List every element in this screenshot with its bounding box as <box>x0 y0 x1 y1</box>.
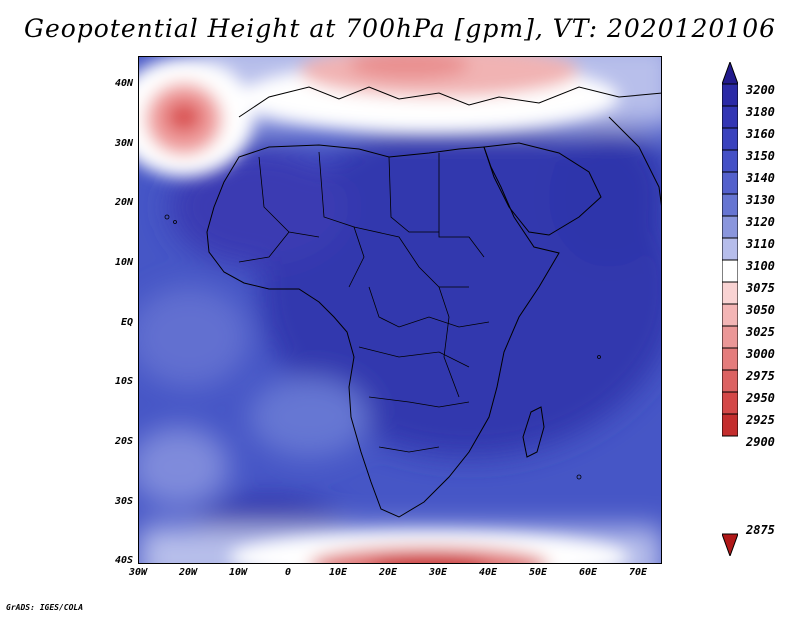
africa-coastline <box>206 144 560 518</box>
colorbar-cell <box>722 303 738 327</box>
colorbar-label: 2900 <box>746 435 775 449</box>
colorbar-cell <box>722 127 738 151</box>
colorbar-cell <box>722 347 738 371</box>
colorbar-cell <box>722 237 738 261</box>
colorbar-label: 3130 <box>746 193 775 207</box>
colorbar-label: 2925 <box>746 413 775 427</box>
colorbar-label: 3075 <box>746 281 775 295</box>
footer-credit: GrADS: IGES/COLA <box>6 603 84 612</box>
colorbar-cell <box>722 215 738 239</box>
lon-label: 20W <box>178 567 198 578</box>
colorbar-label: 3110 <box>746 237 775 251</box>
colorbar-label: 3150 <box>746 149 775 163</box>
colorbar-top-arrow <box>722 62 738 85</box>
colorbar-label: 3160 <box>746 127 775 141</box>
colorbar-label: 3200 <box>746 83 775 97</box>
colorbar-label: 3025 <box>746 325 775 339</box>
colorbar-cell <box>722 193 738 217</box>
lon-label: 20E <box>378 567 398 578</box>
colorbar-cells <box>722 83 738 437</box>
colorbar-cell <box>722 281 738 305</box>
lat-label: 10N <box>114 257 133 268</box>
islands <box>164 214 601 480</box>
colorbar-svg <box>722 62 738 556</box>
colorbar-label: 2950 <box>746 391 775 405</box>
lat-label: EQ <box>120 317 133 328</box>
field-highlights <box>139 57 629 563</box>
europe-coastline <box>238 86 661 118</box>
madagascar-coastline <box>522 406 545 458</box>
colorbar-cell <box>722 105 738 129</box>
arabia-coastline <box>483 142 602 236</box>
lat-label: 10S <box>114 376 133 387</box>
lon-label: 60E <box>578 567 598 578</box>
colorbar-cell <box>722 171 738 195</box>
colorbar-bottom-arrow <box>722 533 738 556</box>
lon-label: 0 <box>284 567 292 578</box>
lon-label: 30W <box>128 567 148 578</box>
colorbar-cell <box>722 259 738 283</box>
lon-label: 10E <box>328 567 348 578</box>
chart-title: Geopotential Height at 700hPa [gpm], VT:… <box>23 14 777 43</box>
country-borders <box>238 151 490 453</box>
colorbar-cell <box>722 83 738 107</box>
colorbar-cell <box>722 413 738 437</box>
colorbar-label: 3050 <box>746 303 775 317</box>
lon-label: 40E <box>478 567 498 578</box>
lon-label: 10W <box>228 567 248 578</box>
map-panel[interactable] <box>138 56 662 564</box>
colorbar-cell <box>722 325 738 349</box>
lon-label: 50E <box>528 567 548 578</box>
lat-label: 30S <box>114 496 133 507</box>
lat-label: 20S <box>114 436 133 447</box>
colorbar-label: 3120 <box>746 215 775 229</box>
colorbar-label: 2975 <box>746 369 775 383</box>
colorbar-cell <box>722 369 738 393</box>
lat-label: 40N <box>114 78 133 89</box>
geopotential-map <box>139 57 661 563</box>
lon-label: 70E <box>628 567 648 578</box>
colorbar-label: 3000 <box>746 347 775 361</box>
colorbar-label: 2875 <box>746 523 775 537</box>
india-coastline <box>608 116 661 206</box>
lat-label: 40S <box>114 555 133 566</box>
colorbar-label: 3140 <box>746 171 775 185</box>
colorbar-label: 3100 <box>746 259 775 273</box>
colorbar-cell <box>722 391 738 415</box>
lat-label: 20N <box>114 197 133 208</box>
colorbar-cell <box>722 149 738 173</box>
colorbar-label: 3180 <box>746 105 775 119</box>
lat-label: 30N <box>114 138 133 149</box>
lon-label: 30E <box>428 567 448 578</box>
